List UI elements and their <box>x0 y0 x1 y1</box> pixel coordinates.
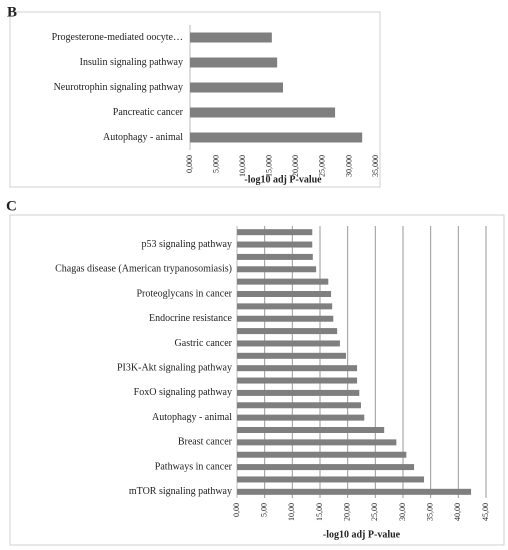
x-tick-label: 25,00 <box>370 503 379 521</box>
bar <box>237 365 358 372</box>
x-tick-label: 45,00 <box>481 503 490 521</box>
x-tick-label: 20,000 <box>291 155 300 177</box>
bar <box>237 253 313 260</box>
y-tick-label: Gastric cancer <box>175 338 233 349</box>
y-tick-label: PI3K-Akt signaling pathway <box>117 362 232 373</box>
y-tick-label: mTOR signaling pathway <box>129 486 232 497</box>
bar <box>237 389 360 396</box>
x-tick-label: 5,00 <box>259 503 268 517</box>
x-tick-label: 35,00 <box>425 503 434 521</box>
x-tick-label: 40,00 <box>453 503 462 521</box>
y-tick-label: Insulin signaling pathway <box>80 57 183 68</box>
x-tick-label: 10,00 <box>287 503 296 521</box>
bar <box>237 402 361 409</box>
panel-label: B <box>7 4 17 20</box>
bar <box>190 32 272 43</box>
bar <box>237 488 472 495</box>
bar <box>237 451 407 458</box>
bar <box>237 352 347 359</box>
y-tick-label: Breast cancer <box>178 437 233 448</box>
bar <box>237 229 313 236</box>
y-tick-label: Progesterone-mediated oocyte… <box>52 32 183 43</box>
bar <box>237 328 338 335</box>
bar <box>237 241 313 248</box>
x-tick-label: 0,000 <box>185 155 194 173</box>
panel-frame <box>9 11 381 188</box>
panel-frame <box>9 214 505 546</box>
y-tick-label: Autophagy - animal <box>103 132 183 143</box>
bar <box>237 427 385 433</box>
x-tick-label: 35,000 <box>371 155 380 177</box>
bar <box>190 82 283 93</box>
y-tick-label: Chagas disease (American trypanosomiasis… <box>55 264 232 275</box>
y-tick-label: Proteoglycans in cancer <box>136 288 232 299</box>
x-tick-label: 30,000 <box>344 155 353 177</box>
x-axis-title: -log10 adj P-value <box>323 529 401 540</box>
bar <box>237 340 340 347</box>
x-tick-label: 5,000 <box>211 155 220 173</box>
y-tick-label: Endocrine resistance <box>149 313 233 324</box>
x-tick-label: 15,000 <box>265 155 274 177</box>
y-tick-label: p53 signaling pathway <box>141 239 232 250</box>
bar <box>237 266 317 273</box>
bar <box>237 291 332 297</box>
bar <box>237 414 365 421</box>
x-tick-label: 25,000 <box>318 155 327 177</box>
y-tick-label: Neurotrophin signaling pathway <box>54 82 183 93</box>
x-axis-title: -log10 adj P-value <box>244 174 322 185</box>
bar <box>237 464 415 471</box>
bar <box>237 476 425 483</box>
bar <box>237 278 329 285</box>
bar <box>237 315 334 322</box>
panel-label: C <box>6 198 17 214</box>
y-tick-label: Pancreatic cancer <box>113 107 184 118</box>
x-tick-label: 20,00 <box>342 503 351 521</box>
x-tick-label: 0,00 <box>232 503 241 517</box>
bar <box>237 439 397 446</box>
x-tick-label: 10,000 <box>238 155 247 177</box>
y-tick-label: FoxO signaling pathway <box>134 387 232 398</box>
bar <box>237 377 358 384</box>
x-tick-label: 30,00 <box>398 503 407 521</box>
bar <box>190 57 278 68</box>
y-tick-label: Pathways in cancer <box>155 461 233 472</box>
bar <box>190 132 363 143</box>
bar <box>190 107 336 118</box>
y-tick-label: Autophagy - animal <box>152 412 232 423</box>
x-tick-label: 15,00 <box>315 503 324 521</box>
bar <box>237 303 333 310</box>
